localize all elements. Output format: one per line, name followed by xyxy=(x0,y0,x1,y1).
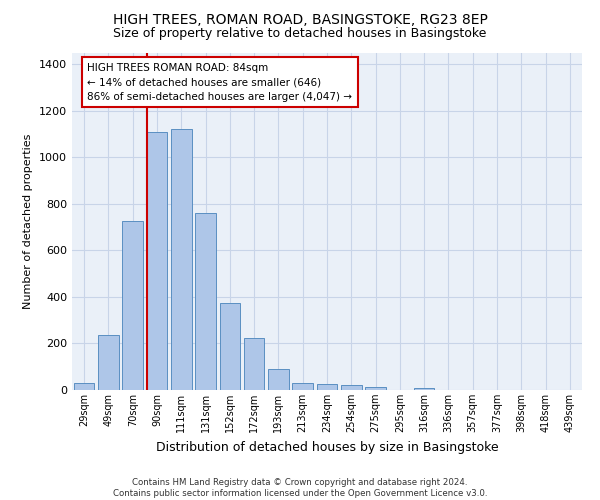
Bar xyxy=(98,336,119,390)
Bar xyxy=(268,369,289,390)
Bar xyxy=(244,338,265,390)
Bar xyxy=(74,383,94,390)
Bar xyxy=(414,388,434,390)
Bar xyxy=(195,213,216,390)
Bar xyxy=(292,383,313,390)
X-axis label: Distribution of detached houses by size in Basingstoke: Distribution of detached houses by size … xyxy=(155,440,499,454)
Bar xyxy=(146,132,167,390)
Bar xyxy=(317,384,337,390)
Text: Contains HM Land Registry data © Crown copyright and database right 2024.
Contai: Contains HM Land Registry data © Crown c… xyxy=(113,478,487,498)
Bar xyxy=(365,386,386,390)
Y-axis label: Number of detached properties: Number of detached properties xyxy=(23,134,34,309)
Bar xyxy=(171,130,191,390)
Text: Size of property relative to detached houses in Basingstoke: Size of property relative to detached ho… xyxy=(113,28,487,40)
Text: HIGH TREES, ROMAN ROAD, BASINGSTOKE, RG23 8EP: HIGH TREES, ROMAN ROAD, BASINGSTOKE, RG2… xyxy=(113,12,487,26)
Bar xyxy=(341,386,362,390)
Bar xyxy=(122,221,143,390)
Bar xyxy=(220,302,240,390)
Text: HIGH TREES ROMAN ROAD: 84sqm
← 14% of detached houses are smaller (646)
86% of s: HIGH TREES ROMAN ROAD: 84sqm ← 14% of de… xyxy=(88,62,352,102)
